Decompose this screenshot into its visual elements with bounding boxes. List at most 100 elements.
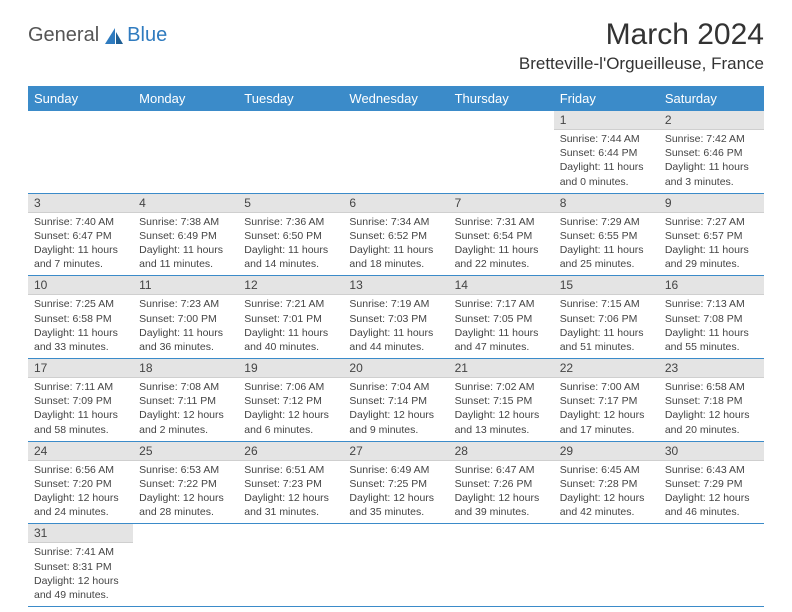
day-number: 8	[554, 194, 659, 213]
day-number: 12	[238, 276, 343, 295]
title-block: March 2024 Bretteville-l'Orgueilleuse, F…	[519, 18, 764, 74]
day-detail-line: Sunrise: 7:25 AM	[34, 297, 127, 311]
day-detail-line: Sunrise: 7:00 AM	[560, 380, 653, 394]
day-detail-line: Sunrise: 7:38 AM	[139, 215, 232, 229]
calendar-day-cell: 9Sunrise: 7:27 AMSunset: 6:57 PMDaylight…	[659, 193, 764, 276]
logo-sail-icon	[103, 26, 125, 46]
day-detail-line: and 14 minutes.	[244, 257, 337, 271]
day-detail-line: and 17 minutes.	[560, 423, 653, 437]
day-detail-line: Daylight: 11 hours	[665, 243, 758, 257]
day-header: Monday	[133, 86, 238, 111]
day-header: Tuesday	[238, 86, 343, 111]
day-detail-line: and 51 minutes.	[560, 340, 653, 354]
calendar-day-cell: 22Sunrise: 7:00 AMSunset: 7:17 PMDayligh…	[554, 359, 659, 442]
calendar-day-cell	[238, 524, 343, 607]
day-detail-line: and 39 minutes.	[455, 505, 548, 519]
day-detail-line: Sunrise: 7:21 AM	[244, 297, 337, 311]
day-detail-line: and 3 minutes.	[665, 175, 758, 189]
day-number: 7	[449, 194, 554, 213]
day-detail-line: and 29 minutes.	[665, 257, 758, 271]
day-details: Sunrise: 6:47 AMSunset: 7:26 PMDaylight:…	[449, 461, 554, 524]
day-detail-line: Daylight: 11 hours	[665, 160, 758, 174]
day-detail-line: and 58 minutes.	[34, 423, 127, 437]
day-detail-line: Sunset: 6:46 PM	[665, 146, 758, 160]
day-detail-line: and 20 minutes.	[665, 423, 758, 437]
day-number: 14	[449, 276, 554, 295]
day-detail-line: Sunset: 7:20 PM	[34, 477, 127, 491]
calendar-day-cell	[133, 524, 238, 607]
day-detail-line: Daylight: 12 hours	[349, 491, 442, 505]
day-detail-line: Daylight: 11 hours	[349, 326, 442, 340]
calendar-day-cell	[133, 111, 238, 193]
calendar-day-cell: 21Sunrise: 7:02 AMSunset: 7:15 PMDayligh…	[449, 359, 554, 442]
day-detail-line: Daylight: 11 hours	[560, 160, 653, 174]
calendar-day-cell: 23Sunrise: 6:58 AMSunset: 7:18 PMDayligh…	[659, 359, 764, 442]
day-detail-line: and 9 minutes.	[349, 423, 442, 437]
day-details: Sunrise: 7:42 AMSunset: 6:46 PMDaylight:…	[659, 130, 764, 193]
calendar-day-cell: 6Sunrise: 7:34 AMSunset: 6:52 PMDaylight…	[343, 193, 448, 276]
day-detail-line: Sunrise: 7:13 AM	[665, 297, 758, 311]
day-detail-line: Daylight: 12 hours	[34, 574, 127, 588]
day-detail-line: Sunrise: 7:36 AM	[244, 215, 337, 229]
day-detail-line: Sunrise: 6:58 AM	[665, 380, 758, 394]
calendar-day-cell: 20Sunrise: 7:04 AMSunset: 7:14 PMDayligh…	[343, 359, 448, 442]
day-detail-line: Daylight: 11 hours	[560, 243, 653, 257]
day-details: Sunrise: 6:56 AMSunset: 7:20 PMDaylight:…	[28, 461, 133, 524]
day-detail-line: Sunset: 7:11 PM	[139, 394, 232, 408]
day-detail-line: Sunrise: 7:06 AM	[244, 380, 337, 394]
day-detail-line: Sunset: 6:47 PM	[34, 229, 127, 243]
calendar-day-cell: 18Sunrise: 7:08 AMSunset: 7:11 PMDayligh…	[133, 359, 238, 442]
day-number: 25	[133, 442, 238, 461]
day-number: 19	[238, 359, 343, 378]
location-label: Bretteville-l'Orgueilleuse, France	[519, 54, 764, 74]
day-detail-line: Sunset: 7:26 PM	[455, 477, 548, 491]
day-detail-line: Daylight: 11 hours	[560, 326, 653, 340]
day-detail-line: Sunrise: 7:41 AM	[34, 545, 127, 559]
day-detail-line: Daylight: 12 hours	[139, 408, 232, 422]
day-detail-line: Daylight: 12 hours	[34, 491, 127, 505]
day-detail-line: Sunset: 7:28 PM	[560, 477, 653, 491]
day-number: 27	[343, 442, 448, 461]
day-detail-line: Sunset: 7:09 PM	[34, 394, 127, 408]
calendar-day-cell	[449, 111, 554, 193]
day-header: Sunday	[28, 86, 133, 111]
day-details: Sunrise: 7:17 AMSunset: 7:05 PMDaylight:…	[449, 295, 554, 358]
day-details: Sunrise: 7:38 AMSunset: 6:49 PMDaylight:…	[133, 213, 238, 276]
day-details: Sunrise: 6:53 AMSunset: 7:22 PMDaylight:…	[133, 461, 238, 524]
day-number: 4	[133, 194, 238, 213]
day-number: 15	[554, 276, 659, 295]
day-details: Sunrise: 7:08 AMSunset: 7:11 PMDaylight:…	[133, 378, 238, 441]
day-detail-line: Sunset: 6:44 PM	[560, 146, 653, 160]
day-detail-line: Daylight: 11 hours	[244, 326, 337, 340]
calendar-day-cell: 19Sunrise: 7:06 AMSunset: 7:12 PMDayligh…	[238, 359, 343, 442]
calendar-day-cell: 26Sunrise: 6:51 AMSunset: 7:23 PMDayligh…	[238, 441, 343, 524]
day-detail-line: Daylight: 12 hours	[560, 491, 653, 505]
day-detail-line: Sunset: 7:06 PM	[560, 312, 653, 326]
day-details: Sunrise: 7:21 AMSunset: 7:01 PMDaylight:…	[238, 295, 343, 358]
day-detail-line: Sunrise: 7:19 AM	[349, 297, 442, 311]
day-detail-line: Sunset: 7:14 PM	[349, 394, 442, 408]
day-number: 2	[659, 111, 764, 130]
day-detail-line: and 13 minutes.	[455, 423, 548, 437]
calendar-day-cell: 7Sunrise: 7:31 AMSunset: 6:54 PMDaylight…	[449, 193, 554, 276]
day-detail-line: Sunset: 6:49 PM	[139, 229, 232, 243]
day-detail-line: Sunrise: 6:49 AM	[349, 463, 442, 477]
day-details: Sunrise: 7:02 AMSunset: 7:15 PMDaylight:…	[449, 378, 554, 441]
day-detail-line: Daylight: 11 hours	[349, 243, 442, 257]
day-detail-line: Daylight: 12 hours	[244, 408, 337, 422]
day-detail-line: Sunset: 6:50 PM	[244, 229, 337, 243]
day-detail-line: Daylight: 11 hours	[34, 326, 127, 340]
page-header: General Blue March 2024 Bretteville-l'Or…	[28, 18, 764, 74]
day-number: 6	[343, 194, 448, 213]
calendar-day-cell: 5Sunrise: 7:36 AMSunset: 6:50 PMDaylight…	[238, 193, 343, 276]
day-detail-line: Sunrise: 7:04 AM	[349, 380, 442, 394]
day-detail-line: Sunset: 7:05 PM	[455, 312, 548, 326]
logo-text-general: General	[28, 24, 99, 47]
calendar-day-cell: 29Sunrise: 6:45 AMSunset: 7:28 PMDayligh…	[554, 441, 659, 524]
day-detail-line: Sunrise: 7:31 AM	[455, 215, 548, 229]
calendar-body: 1Sunrise: 7:44 AMSunset: 6:44 PMDaylight…	[28, 111, 764, 607]
calendar-day-cell	[554, 524, 659, 607]
day-detail-line: and 44 minutes.	[349, 340, 442, 354]
calendar-day-cell: 11Sunrise: 7:23 AMSunset: 7:00 PMDayligh…	[133, 276, 238, 359]
day-number: 5	[238, 194, 343, 213]
